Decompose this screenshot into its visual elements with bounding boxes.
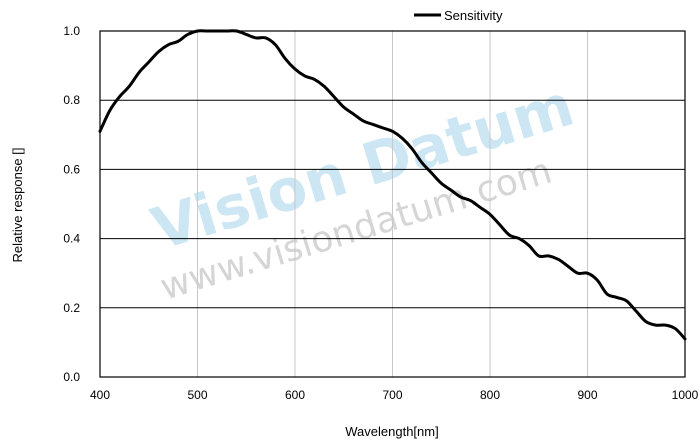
y-axis-label: Relative response [] (10, 148, 25, 263)
y-tick-label: 0.6 (63, 162, 80, 176)
y-tick-label: 0.8 (63, 93, 80, 107)
watermark: Vision Datum www.visiondatum.com (144, 71, 581, 309)
y-tick-labels: 0.0 0.2 0.4 0.6 0.8 1.0 (63, 24, 80, 384)
x-tick-label: 700 (382, 388, 402, 402)
grid-lines (100, 31, 685, 377)
y-tick-label: 0.2 (63, 301, 80, 315)
x-tick-label: 400 (90, 388, 110, 402)
x-axis-label: Wavelength[nm] (345, 424, 438, 439)
x-tick-label: 600 (285, 388, 305, 402)
plot-frame (99, 30, 686, 378)
legend: Sensitivity (414, 8, 503, 23)
series-layer (98, 29, 687, 341)
legend-label-sensitivity: Sensitivity (444, 8, 503, 23)
x-tick-label: 1000 (672, 388, 699, 402)
x-tick-label: 500 (187, 388, 207, 402)
y-tick-label: 1.0 (63, 24, 80, 38)
x-tick-label: 800 (480, 388, 500, 402)
plot-area-border (99, 30, 686, 378)
x-tick-labels: 400 500 600 700 800 900 1000 (90, 388, 699, 402)
y-tick-label: 0.0 (63, 370, 80, 384)
x-tick-label: 900 (577, 388, 597, 402)
series-line-sensitivity (98, 29, 687, 341)
y-tick-label: 0.4 (63, 232, 80, 246)
